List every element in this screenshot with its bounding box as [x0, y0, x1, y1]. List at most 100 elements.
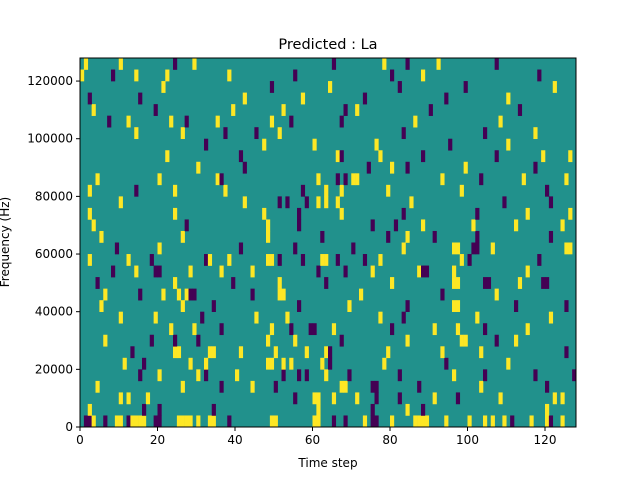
heatmap-cell [316, 415, 321, 428]
heatmap-cell [87, 207, 92, 220]
heatmap-cell [424, 265, 430, 278]
heatmap-cell [370, 380, 375, 393]
heatmap-cell [475, 242, 480, 255]
heatmap-cell [331, 392, 337, 405]
heatmap-cell [525, 323, 530, 336]
heatmap-cell [370, 415, 375, 428]
heatmap-cell [180, 127, 185, 140]
heatmap-cell [355, 104, 360, 116]
heatmap-cell [455, 323, 461, 336]
heatmap-cell [227, 415, 232, 428]
heatmap-cell [564, 242, 569, 255]
heatmap-cell [463, 81, 468, 93]
heatmap-cell [304, 369, 309, 382]
plot-area [79, 57, 577, 428]
heatmap-cell [192, 58, 197, 70]
heatmap-cell [219, 380, 224, 393]
heatmap-cell [401, 242, 406, 255]
heatmap-cell [176, 288, 182, 301]
x-axis: 0 20 40 60 80 100 120 [76, 427, 556, 447]
heatmap-cell [525, 207, 530, 220]
y-tick-label: 0 [65, 420, 73, 434]
heatmap-cell [374, 392, 379, 405]
heatmap-cell [83, 415, 89, 428]
heatmap-cell [142, 403, 147, 416]
heatmap-cell [289, 115, 294, 128]
heatmap-cell [568, 207, 573, 220]
x-tick-label: 120 [534, 433, 557, 447]
heatmap-cell [455, 277, 461, 289]
heatmap-cell [533, 369, 538, 382]
heatmap-cell [188, 265, 193, 278]
heatmap-cell [149, 254, 154, 266]
heatmap-cell [452, 242, 457, 255]
heatmap-cell [157, 415, 162, 428]
heatmap-cell [432, 230, 437, 243]
heatmap-cell [506, 92, 511, 105]
heatmap-cell [297, 219, 302, 232]
heatmap-cell [483, 277, 488, 289]
heatmap-cell [483, 415, 488, 428]
x-tick-label: 60 [305, 433, 320, 447]
heatmap-cell [444, 357, 449, 370]
heatmap-cell [293, 334, 298, 347]
heatmap-cell [440, 346, 445, 359]
heatmap-cell [444, 92, 449, 105]
heatmap-cell [378, 311, 383, 324]
heatmap-cell [300, 92, 306, 105]
heatmap-cell [204, 138, 209, 151]
heatmap-cell [370, 219, 375, 232]
heatmap-cell [316, 265, 321, 278]
heatmap-cell [180, 230, 185, 243]
heatmap-cell [343, 104, 348, 116]
heatmap-cell [126, 115, 131, 128]
heatmap-cell [211, 300, 216, 312]
heatmap-cell [118, 58, 123, 70]
heatmap-cell [479, 380, 484, 393]
heatmap-cell [300, 184, 306, 197]
heatmap-cell [103, 288, 108, 301]
heatmap-cell [537, 69, 542, 82]
heatmap-cell [413, 415, 418, 428]
heatmap-cell [324, 196, 329, 209]
heatmap-cell [304, 196, 309, 209]
heatmap-cell [386, 184, 391, 197]
heatmap-cell [269, 115, 275, 128]
heatmap-cell [281, 357, 286, 370]
heatmap-cell [196, 161, 201, 174]
heatmap-cell [304, 346, 309, 359]
heatmap-cell [266, 254, 271, 266]
heatmap-cell [328, 81, 333, 93]
heatmap-cell [560, 219, 565, 232]
heatmap-cell [138, 288, 143, 301]
heatmap-cell [525, 265, 530, 278]
heatmap-cell [409, 196, 414, 209]
heatmap-cell [548, 230, 554, 243]
y-tick-label: 100000 [27, 132, 73, 146]
heatmap-cell [324, 369, 329, 382]
heatmap-cell [277, 127, 282, 140]
heatmap-cell [269, 415, 275, 428]
heatmap-cell [103, 334, 108, 347]
heatmap-cell [455, 300, 461, 312]
heatmap-cell [506, 138, 511, 151]
heatmap-cell [219, 323, 224, 336]
heatmap-cell [262, 207, 267, 220]
x-tick-label: 40 [227, 433, 242, 447]
heatmap-cell [339, 334, 344, 347]
heatmap-cell [475, 207, 480, 220]
heatmap-cell [95, 380, 100, 393]
heatmap-cell [188, 288, 193, 301]
heatmap-cell [514, 300, 519, 312]
heatmap-cell [242, 196, 247, 209]
heatmap-cell [211, 346, 216, 359]
heatmap-cell [316, 392, 321, 405]
heatmap-cell [351, 173, 356, 186]
heatmap-cell [347, 369, 352, 382]
heatmap-cell [335, 196, 340, 209]
heatmap-cell [297, 300, 302, 312]
heatmap-cell [153, 415, 158, 428]
heatmap-cell [390, 161, 395, 174]
x-tick-label: 100 [456, 433, 479, 447]
x-tick-label: 0 [76, 433, 84, 447]
